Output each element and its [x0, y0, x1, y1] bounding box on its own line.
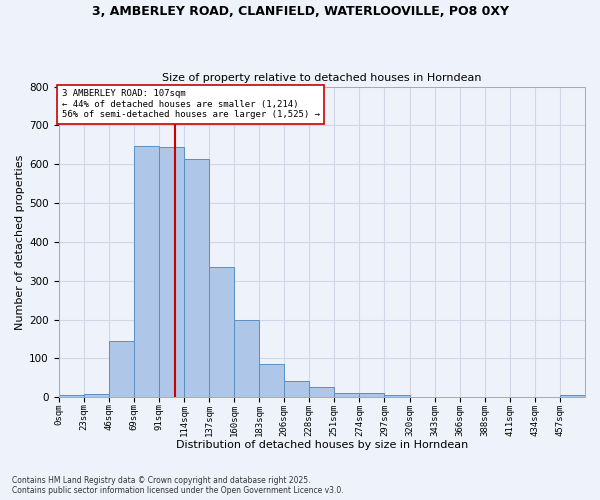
Text: Contains HM Land Registry data © Crown copyright and database right 2025.
Contai: Contains HM Land Registry data © Crown c… — [12, 476, 344, 495]
Bar — [134, 146, 159, 398]
X-axis label: Distribution of detached houses by size in Horndean: Distribution of detached houses by size … — [176, 440, 468, 450]
Bar — [334, 394, 359, 398]
Title: Size of property relative to detached houses in Horndean: Size of property relative to detached ho… — [162, 73, 482, 83]
Bar — [359, 392, 385, 398]
Bar — [259, 364, 284, 398]
Bar — [159, 147, 184, 398]
Bar — [284, 381, 309, 398]
Bar — [560, 396, 585, 398]
Text: 3 AMBERLEY ROAD: 107sqm
← 44% of detached houses are smaller (1,214)
56% of semi: 3 AMBERLEY ROAD: 107sqm ← 44% of detache… — [62, 90, 320, 119]
Bar — [385, 396, 410, 398]
Bar — [83, 394, 109, 398]
Bar — [184, 159, 209, 398]
Bar — [59, 396, 83, 398]
Y-axis label: Number of detached properties: Number of detached properties — [15, 154, 25, 330]
Text: 3, AMBERLEY ROAD, CLANFIELD, WATERLOOVILLE, PO8 0XY: 3, AMBERLEY ROAD, CLANFIELD, WATERLOOVIL… — [91, 5, 509, 18]
Bar — [109, 341, 134, 398]
Bar — [309, 387, 334, 398]
Bar — [234, 320, 259, 398]
Bar — [209, 267, 234, 398]
